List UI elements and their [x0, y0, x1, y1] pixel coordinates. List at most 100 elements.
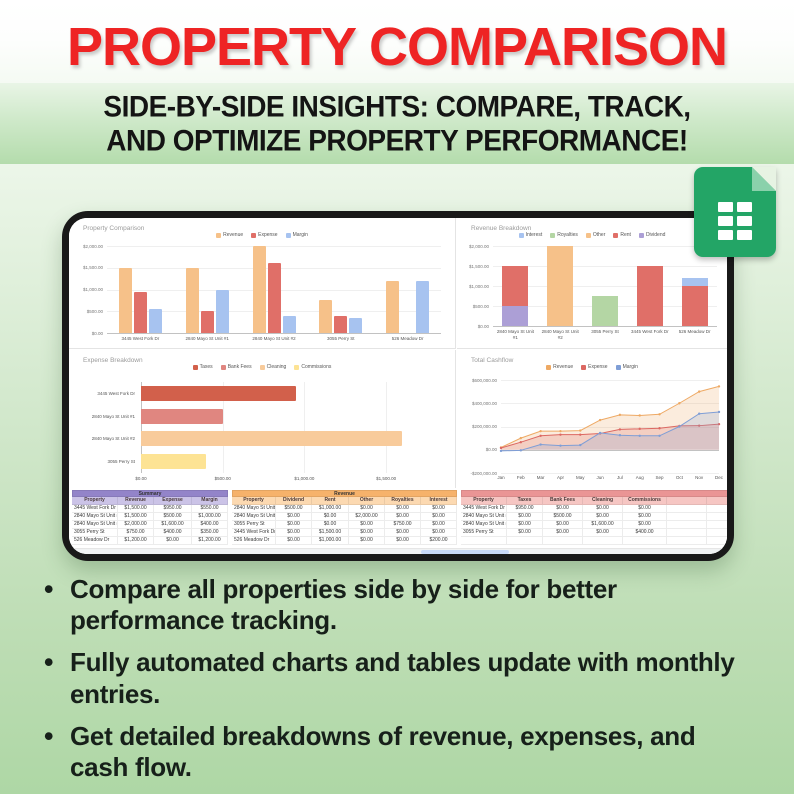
header-cell: Bank Fees	[543, 497, 583, 505]
table-row: 2840 Mayo St Unit #1$500.00$1,000.00$0.0…	[232, 505, 457, 513]
y-axis-label: $1,500.00	[468, 263, 489, 269]
table-row: 3055 Perry St $0.00 $0.00 $0.00 $750.00 $0.00	[232, 521, 457, 529]
bar	[282, 315, 296, 333]
table-cell	[667, 513, 707, 521]
table-cell: $0.00	[276, 537, 312, 545]
revenue-breakdown-chart: Revenue Breakdown Interest Royalties Other…	[457, 218, 727, 349]
table-cell	[707, 537, 727, 545]
x-axis-label: Sep	[655, 475, 664, 480]
table-cell: $0.00	[543, 505, 583, 513]
table-cell: $0.00	[276, 521, 312, 529]
table-cell: $0.00	[312, 521, 349, 529]
bar	[141, 454, 207, 470]
table-cell	[667, 529, 707, 537]
legend-item: Revenue	[546, 365, 573, 370]
legend-swatch	[638, 233, 644, 238]
subtitle-line-2: AND OPTIMIZE PROPERTY PERFORMANCE!	[106, 123, 688, 157]
bar	[118, 267, 132, 333]
legend-item: Margin	[615, 365, 638, 370]
bar	[148, 309, 162, 333]
benefits-list: Compare all properties side by side for …	[42, 573, 756, 794]
gridline	[107, 333, 441, 334]
header-cell: Property	[461, 497, 507, 505]
stacked-bar-segment	[502, 306, 529, 326]
y-axis-label: -$200,000.00	[470, 470, 497, 476]
gridline	[493, 286, 717, 287]
x-axis-label: $1,500.00	[376, 476, 397, 481]
gridline	[493, 266, 717, 267]
y-axis-label: $600,000.00	[471, 377, 497, 383]
table-cell: $0.00	[623, 505, 667, 513]
x-axis-label: 3445 West Fork Dr	[630, 329, 669, 334]
x-axis-label: Mar	[536, 475, 545, 480]
stacked-bar-segment	[547, 246, 574, 326]
bullet-item: Compare all properties side by side for …	[42, 573, 756, 636]
spreadsheet-dashboard: Property Comparison Revenue Expense Margin…	[69, 218, 727, 554]
table-header-row: Property Revenue Expense Margin	[72, 497, 228, 505]
spreadsheet-mockup: Property Comparison Revenue Expense Margin…	[62, 211, 734, 561]
legend-label: Bank Fees	[227, 364, 252, 370]
legend-swatch	[550, 233, 556, 238]
table-header-row: Property Dividend Rent Other Royalties Intere…	[232, 497, 457, 505]
header-cell: Property	[72, 497, 118, 505]
expense-breakdown-chart: Expense Breakdown Taxes Bank Fees Cleaning…	[69, 350, 456, 488]
x-axis-label: Feb	[516, 475, 525, 480]
table-cell: $0.00	[276, 513, 312, 521]
legend-swatch	[251, 233, 257, 238]
gridline	[493, 326, 717, 327]
table-row	[461, 537, 727, 545]
table-cell: $0.00	[349, 505, 385, 513]
table-cell: $1,500.00	[118, 513, 154, 521]
table-row: 2840 Mayo St Unit #2$0.00$0.00$2,000.00$…	[232, 513, 457, 521]
x-axis-label: Jun	[596, 475, 604, 480]
legend-swatch	[216, 233, 222, 238]
x-axis-label: Oct	[675, 475, 683, 480]
table-row: 3445 West Fork Dr $950.00 $0.00 $0.00 $0.00	[461, 505, 727, 513]
legend-label: Cleaning	[266, 364, 287, 370]
header-cell: Revenue	[118, 497, 154, 505]
table-row: 3445 West Fork Dr $0.00 $1,500.00 $0.00 $0.0…	[232, 529, 457, 537]
table-cell: $0.00	[312, 513, 349, 521]
table-row: 526 Meadow Dr $1,200.00 $0.00 $1,200.00	[72, 537, 228, 545]
legend-item: Rent	[613, 233, 631, 238]
table-cell	[583, 537, 623, 545]
table-cell: $950.00	[154, 505, 192, 513]
x-axis-label: $0.00	[135, 476, 147, 481]
table-cell: $0.00	[543, 521, 583, 529]
y-axis-label: $500.00	[472, 303, 489, 309]
legend-item: Bank Fees	[220, 364, 252, 370]
table-cell: $0.00	[276, 529, 312, 537]
x-axis-label: 2840 Mayo St Unit #1	[185, 336, 229, 341]
chart-legend: Revenue Expense Margin	[457, 365, 727, 370]
header-cell: Interest	[421, 497, 457, 505]
horizontal-scrollbar[interactable]	[69, 548, 727, 554]
legend-item: Revenue	[216, 233, 243, 238]
legend-swatch	[259, 365, 265, 370]
expenses-table: Property Taxes Bank Fees Cleaning Commission…	[461, 490, 727, 545]
chart-plot	[107, 246, 441, 334]
header-cell: Property	[232, 497, 276, 505]
table-cell: $200.00	[421, 537, 457, 545]
table-cell: $0.00	[349, 529, 385, 537]
x-axis-label: Nov	[695, 475, 704, 480]
table-cell: $950.00	[507, 505, 543, 513]
table-cell: $0.00	[623, 521, 667, 529]
table-row: 2840 Mayo St Unit #2 $2,000.00 $1,600.00 $4…	[72, 521, 228, 529]
chart-title: Property Comparison	[83, 225, 145, 232]
subtitle-band: SIDE-BY-SIDE INSIGHTS: COMPARE, TRACK, A…	[0, 83, 794, 164]
gridline	[501, 426, 719, 428]
table-title: Summary	[72, 490, 228, 497]
legend-item: Interest	[518, 233, 542, 238]
table-header-row: Property Taxes Bank Fees Cleaning Commission…	[461, 497, 727, 505]
x-axis-label: 2840 Mayo St Unit #2	[252, 336, 296, 341]
scrollbar-thumb[interactable]	[421, 550, 509, 554]
legend-label: Expense	[258, 232, 278, 238]
table-title	[461, 490, 727, 497]
legend-swatch	[294, 365, 300, 370]
property-comparison-chart: Property Comparison Revenue Expense Margin…	[69, 218, 456, 349]
bullet-item: Fully automated charts and tables update…	[42, 646, 756, 709]
table-cell: 2840 Mayo St Unit #1	[72, 513, 118, 521]
gridline	[222, 382, 224, 473]
gridline	[501, 403, 719, 405]
table-row: 2840 Mayo St Unit #2 $0.00 $0.00 $1,600.00 $…	[461, 521, 727, 529]
